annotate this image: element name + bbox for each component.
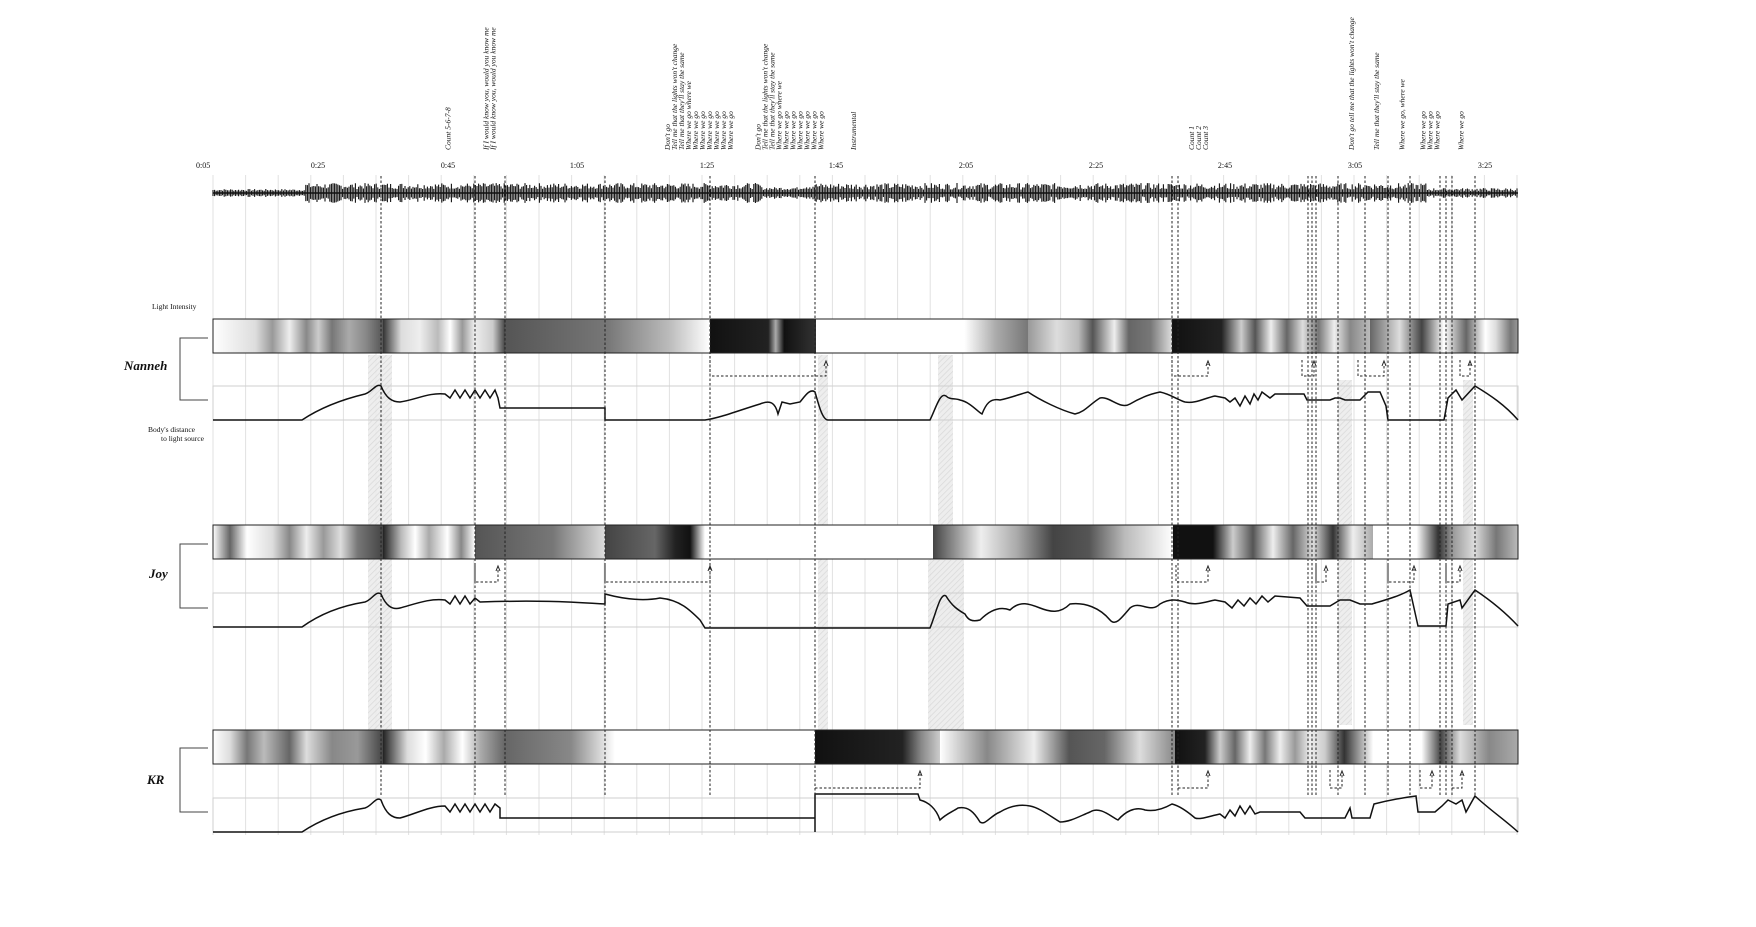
lyric-line: Count 3	[1201, 126, 1210, 150]
lyric-line: Where we go	[781, 111, 790, 150]
cue-arrow	[1411, 564, 1417, 572]
lyric-line: Where we go, where we	[1397, 78, 1406, 150]
distance-label: to light source	[161, 434, 205, 443]
shaded-columns	[368, 355, 1473, 735]
performer-name: Joy	[148, 566, 168, 581]
light-bar-kr	[212, 729, 1519, 765]
time-tick-label: 2:45	[1218, 161, 1232, 170]
time-tick-label: 1:05	[570, 161, 584, 170]
cue-connector	[1387, 565, 1415, 583]
cue-connector	[1301, 360, 1315, 377]
cue-arrow	[1457, 564, 1463, 572]
cue-connector	[709, 360, 827, 377]
cue-arrow	[917, 769, 923, 777]
lyric-line: Tell me that they'll stay the same	[1372, 52, 1381, 150]
cue-connector	[814, 770, 921, 789]
cue-connector	[1177, 770, 1209, 789]
lyric-line: Where we go where we	[774, 80, 783, 150]
lyric-line: Where we go	[809, 111, 818, 150]
time-tick-label: 0:45	[441, 161, 455, 170]
lyric-line: Count 1	[1187, 126, 1196, 150]
cue-connector	[1315, 565, 1327, 583]
lyric-line: Where we go where we	[684, 80, 693, 150]
cue-arrow	[1467, 359, 1473, 367]
lyric-line: Where we go	[705, 111, 714, 150]
cue-connector	[1459, 360, 1471, 377]
lyric-line: Where we go	[1425, 111, 1434, 150]
cue-connector	[604, 565, 711, 583]
performer-name: Nanneh	[123, 358, 167, 373]
lyric-line: If I would know you, would you know me	[481, 27, 490, 151]
cue-arrow	[1205, 564, 1211, 572]
lyric-line: Where we go	[1456, 111, 1465, 150]
cue-connector	[1171, 360, 1209, 377]
cue-arrow	[1205, 769, 1211, 777]
cue-lines	[380, 176, 1476, 795]
lyric-line: Tell me that they'll stay the same	[677, 52, 686, 150]
lyric-line: Where we go	[795, 111, 804, 150]
performer-brackets	[179, 337, 208, 813]
distance-curve-nanneh	[213, 384, 1519, 421]
lyric-line: Instrumental	[849, 112, 858, 151]
performer-name: KR	[146, 772, 165, 787]
cue-connector	[1357, 360, 1385, 377]
shaded-column	[928, 560, 964, 730]
cue-arrow	[1205, 359, 1211, 367]
cue-arrow	[1311, 359, 1317, 367]
cue-arrow	[1429, 769, 1435, 777]
time-tick-label: 3:05	[1348, 161, 1362, 170]
lyric-line: Don't go	[753, 124, 762, 151]
shaded-column	[938, 355, 953, 525]
light-intensity-label: Light Intensity	[152, 302, 197, 311]
cue-connector	[1419, 770, 1433, 789]
cue-arrow	[1323, 564, 1329, 572]
time-tick-label: 1:25	[700, 161, 714, 170]
time-tick-label: 2:05	[959, 161, 973, 170]
lyric-line: Tell me that the lights won't change	[670, 43, 679, 150]
lyric-line: Count 5-6-7-8	[443, 107, 452, 150]
lyric-line: Where we go	[1432, 111, 1441, 150]
lyric-line: Where we go	[816, 111, 825, 150]
cue-connector	[1445, 565, 1461, 583]
time-tick-label: 1:45	[829, 161, 843, 170]
lyric-line: Where we go	[1418, 111, 1427, 150]
lyric-line: Where we go	[719, 111, 728, 150]
lyric-line: Where we go	[788, 111, 797, 150]
time-ruler: 0:05 0:25 0:45 1:05 1:25 1:45 2:05 2:25 …	[196, 161, 1492, 170]
lyric-line: Count 2	[1194, 126, 1203, 150]
lyric-line: Don't go tell me that the lights won't c…	[1347, 17, 1356, 151]
lyric-line: Tell me that the lights won't change	[760, 43, 769, 150]
lyric-line: Where we go	[802, 111, 811, 150]
cue-connector	[1329, 770, 1343, 789]
distance-curve-kr	[213, 793, 1519, 833]
cue-connector	[1451, 770, 1463, 789]
lyric-line: Don't go	[663, 124, 672, 151]
cue-arrow	[1459, 769, 1465, 777]
time-tick-label: 0:05	[196, 161, 210, 170]
lyric-annotations: Count 5-6-7-8 If I would know you, would …	[443, 17, 1465, 151]
lyric-line: Where we go	[698, 111, 707, 150]
cue-arrow	[1381, 359, 1387, 367]
distance-label: Body's distance	[148, 425, 196, 434]
lyric-line: If I would know you, would you know me	[488, 27, 497, 151]
cue-arrow	[495, 564, 501, 572]
cue-arrow	[823, 359, 829, 367]
time-tick-label: 3:25	[1478, 161, 1492, 170]
cue-arrow	[1339, 769, 1345, 777]
time-tick-label: 2:25	[1089, 161, 1103, 170]
lyric-line: Where we go	[712, 111, 721, 150]
light-bar-joy	[212, 524, 1519, 560]
audio-waveform	[212, 183, 1518, 203]
light-bar-nanneh	[212, 318, 1519, 354]
cue-connector	[1175, 565, 1209, 583]
lyric-line: Where we go	[726, 111, 735, 150]
lyric-line: Where we go	[691, 111, 700, 150]
distance-curve-joy	[213, 588, 1519, 629]
cue-connector	[474, 565, 499, 583]
time-tick-label: 0:25	[311, 161, 325, 170]
distance-curves	[213, 384, 1519, 833]
lyric-line: Tell me that they'll stay the same	[767, 52, 776, 150]
cue-arrow	[707, 564, 713, 572]
